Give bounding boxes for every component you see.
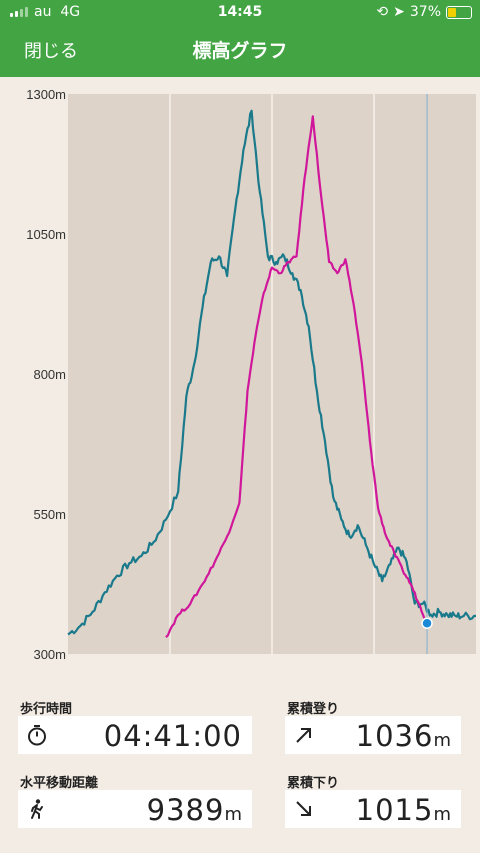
close-button[interactable]: 閉じる xyxy=(24,41,78,62)
battery-icon xyxy=(446,5,472,19)
carrier-text: au 4G xyxy=(34,4,81,20)
signal-icon xyxy=(10,7,28,17)
ascent-label: 累積登り xyxy=(287,702,340,717)
distance-unit: m xyxy=(224,804,242,825)
grid-lines xyxy=(169,94,375,654)
elevation-chart: 1300m 1050m 800m 550m 300m xyxy=(26,87,477,662)
y-tick-label: 1300m xyxy=(26,87,66,102)
battery-percent: 37% xyxy=(409,4,441,20)
arrow-down-right-icon xyxy=(296,801,311,816)
status-bar: au 4G 14:45 ⟲ ➤ 37% xyxy=(0,0,480,26)
y-tick-label: 300m xyxy=(33,647,66,662)
y-axis-labels: 1300m 1050m 800m 550m 300m xyxy=(26,87,66,662)
status-right: ⟲ ➤ 37% xyxy=(376,4,472,20)
elevation-series-1 xyxy=(67,109,477,636)
series-lines xyxy=(67,109,477,638)
ascent-unit: m xyxy=(433,730,451,751)
elevation-series-2 xyxy=(165,115,428,638)
distance-card: 9389m xyxy=(18,790,252,828)
status-time: 14:45 xyxy=(217,4,263,20)
descent-label: 累積下り xyxy=(287,776,340,791)
arrow-up-right-icon xyxy=(296,728,311,743)
app-header: au 4G 14:45 ⟲ ➤ 37% 閉じる 標高グラフ xyxy=(0,0,480,77)
walk-time-card: 04:41:00 xyxy=(18,716,252,754)
ascent-value: 1036m xyxy=(355,719,451,753)
distance-label: 水平移動距離 xyxy=(20,776,99,791)
walker-icon xyxy=(31,799,43,819)
y-tick-label: 1050m xyxy=(26,227,66,242)
walk-time-value: 04:41:00 xyxy=(103,719,242,753)
descent-card: 1015m xyxy=(285,790,461,828)
network-text: 4G xyxy=(60,4,81,20)
rotation-lock-icon: ⟲ xyxy=(376,4,389,20)
descent-unit: m xyxy=(433,804,451,825)
position-marker[interactable] xyxy=(421,617,433,629)
distance-value: 9389m xyxy=(146,793,242,827)
descent-value: 1015m xyxy=(355,793,451,827)
y-tick-label: 550m xyxy=(33,507,66,522)
stopwatch-icon xyxy=(28,725,46,746)
walk-time-label: 歩行時間 xyxy=(20,702,73,717)
page-title: 標高グラフ xyxy=(192,40,288,62)
ascent-card: 1036m xyxy=(285,716,461,754)
location-arrow-icon: ➤ xyxy=(393,4,405,20)
y-tick-label: 800m xyxy=(33,367,66,382)
